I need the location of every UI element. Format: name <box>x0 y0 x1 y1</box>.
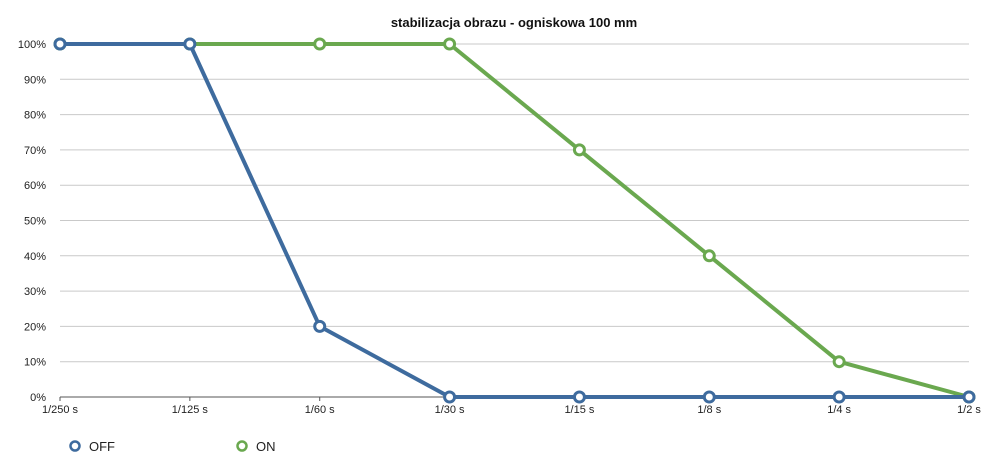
data-point-off <box>702 390 716 404</box>
x-tick-label: 1/2 s <box>957 404 981 416</box>
legend-marker-on <box>236 440 248 452</box>
chart-title: stabilizacja obrazu - ogniskowa 100 mm <box>391 15 637 30</box>
x-tick-label: 1/125 s <box>172 404 209 416</box>
data-point-off <box>832 390 846 404</box>
x-tick-label: 1/60 s <box>305 404 335 416</box>
data-point-off <box>53 37 67 51</box>
y-tick-label: 40% <box>24 251 46 263</box>
data-point-off <box>443 390 457 404</box>
data-point-on <box>313 37 327 51</box>
series-line-off <box>58 42 971 399</box>
series-off <box>53 37 976 404</box>
x-tick-label: 1/8 s <box>697 404 721 416</box>
series-layer <box>53 37 976 404</box>
y-tick-label: 80% <box>24 110 46 122</box>
y-tick-label: 100% <box>18 39 46 51</box>
series-line-on <box>58 42 971 399</box>
y-tick-label: 90% <box>24 74 46 86</box>
data-point-off <box>572 390 586 404</box>
data-point-off <box>183 37 197 51</box>
y-tick-label: 60% <box>24 180 46 192</box>
data-point-on <box>443 37 457 51</box>
legend: OFF ON <box>69 439 276 454</box>
y-tick-label: 50% <box>24 216 46 228</box>
legend-marker-off <box>69 440 81 452</box>
legend-label-on: ON <box>256 439 276 454</box>
x-tick-label: 1/30 s <box>435 404 465 416</box>
x-axis-ticks: 1/250 s 1/125 s 1/60 s 1/30 s 1/15 s 1/8 s 1/4… <box>42 397 981 416</box>
legend-item-on: ON <box>236 439 276 454</box>
y-tick-label: 70% <box>24 145 46 157</box>
x-tick-label: 1/250 s <box>42 404 79 416</box>
data-point-off <box>313 319 327 333</box>
x-tick-label: 1/4 s <box>827 404 851 416</box>
y-tick-label: 10% <box>24 357 46 369</box>
y-tick-label: 30% <box>24 286 46 298</box>
data-point-on <box>572 143 586 157</box>
legend-item-off: OFF <box>69 439 115 454</box>
legend-label-off: OFF <box>89 439 115 454</box>
y-axis-ticks: 0% 10% 20% 30% 40% 50% 60% 70% 80% 90% 100% <box>18 39 46 404</box>
data-point-on <box>702 249 716 263</box>
data-point-off <box>962 390 976 404</box>
y-tick-label: 0% <box>30 392 46 404</box>
y-tick-label: 20% <box>24 321 46 333</box>
data-point-on <box>832 355 846 369</box>
x-tick-label: 1/15 s <box>564 404 594 416</box>
